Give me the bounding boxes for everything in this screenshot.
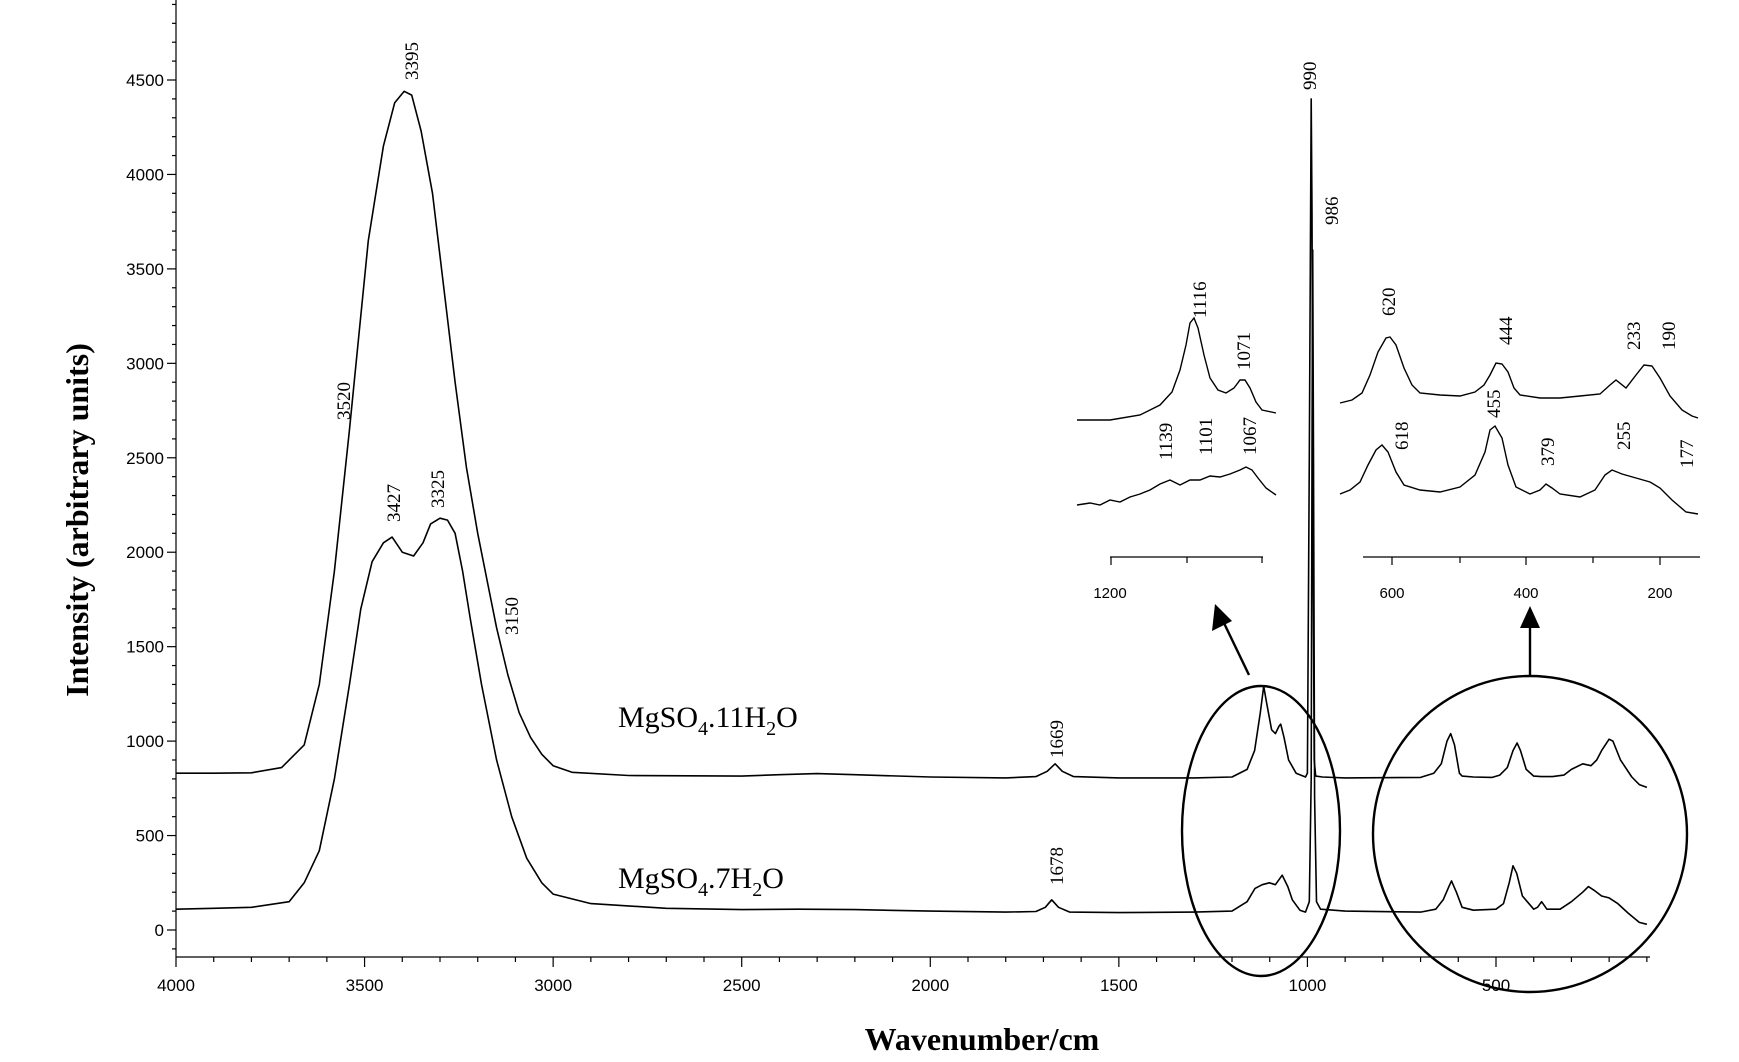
inset-peak-379: 379	[1538, 438, 1559, 467]
inset-right-upper-trace	[1339, 336, 1699, 419]
inset-peak-455: 455	[1484, 390, 1505, 419]
inset-peak-177: 177	[1677, 440, 1698, 469]
inset-left-lower-trace	[1076, 466, 1277, 506]
highlight-ellipse-right	[1371, 674, 1689, 994]
inset-peak-190: 190	[1659, 322, 1680, 351]
inset-peak-1067: 1067	[1240, 417, 1261, 455]
inset-right-tick-label-200: 200	[1647, 585, 1672, 602]
peak-label-986: 986	[1322, 197, 1343, 226]
peak-label-1669: 1669	[1047, 720, 1068, 758]
inset-left-tick-label-1200: 1200	[1093, 585, 1126, 602]
peak-labels: 3395 3520 3427 3325 3150 1669 1678 990 9…	[334, 42, 1343, 885]
y-tick-label-3000: 3000	[126, 354, 164, 373]
y-tick-label-1000: 1000	[126, 732, 164, 751]
x-tick-label-1500: 1500	[1100, 976, 1138, 995]
series-label-7h2o: MgSO4.7H2O	[618, 862, 784, 901]
inset-left: 1200 1116 1071 1139 1101 1067	[1076, 281, 1277, 602]
inset-right: 600 400 200 620 444 233 190 618 455 379 …	[1339, 288, 1700, 602]
inset-peak-1101: 1101	[1196, 418, 1217, 455]
y-tick-label-2000: 2000	[126, 543, 164, 562]
inset-peak-1139: 1139	[1156, 423, 1177, 460]
peak-label-3520: 3520	[334, 382, 355, 420]
y-axis-ticks: 0 500 1000 1500 2000 2500 3000 3500 4000 4500	[126, 3, 176, 950]
peak-label-3150: 3150	[502, 597, 523, 635]
highlight-ellipse-left	[1180, 684, 1342, 978]
x-tick-label-3000: 3000	[534, 976, 572, 995]
y-axis: 0 500 1000 1500 2000 2500 3000 3500 4000 4500	[126, 0, 177, 957]
inset-left-upper-trace	[1077, 316, 1277, 421]
arrow-right-head	[1520, 606, 1540, 628]
x-axis-title: Wavenumber/cm	[865, 1021, 1100, 1057]
x-tick-label-1000: 1000	[1289, 976, 1327, 995]
arrow-left-head	[1212, 604, 1232, 631]
inset-right-tick-label-400: 400	[1513, 585, 1538, 602]
series-line-mgso4-7h2o	[175, 249, 1648, 926]
x-tick-label-4000: 4000	[157, 976, 195, 995]
peak-label-3325: 3325	[428, 470, 449, 508]
y-tick-label-2500: 2500	[126, 449, 164, 468]
arrow-left-shaft	[1221, 620, 1251, 676]
peak-label-990: 990	[1300, 62, 1321, 91]
series-line-mgso4-11h2o	[176, 90, 1648, 789]
spectrum-traces	[175, 90, 1648, 926]
inset-peak-1116: 1116	[1190, 281, 1211, 318]
peak-label-1678: 1678	[1047, 847, 1068, 885]
inset-right-tick-label-600: 600	[1379, 585, 1404, 602]
y-tick-label-3500: 3500	[126, 260, 164, 279]
y-axis-title: Intensity (arbitrary units)	[59, 343, 95, 697]
x-tick-label-3500: 3500	[346, 976, 384, 995]
peak-label-3427: 3427	[384, 484, 405, 522]
x-tick-label-2000: 2000	[911, 976, 949, 995]
y-tick-label-1500: 1500	[126, 638, 164, 657]
inset-peak-255: 255	[1614, 422, 1635, 451]
peak-label-3395: 3395	[402, 42, 423, 80]
inset-peak-618: 618	[1392, 422, 1413, 451]
inset-right-lower-trace	[1339, 424, 1699, 515]
inset-peak-444: 444	[1496, 316, 1517, 345]
y-tick-label-500: 500	[136, 827, 164, 846]
y-tick-label-4000: 4000	[126, 165, 164, 184]
y-tick-label-4500: 4500	[126, 71, 164, 90]
y-tick-label-0: 0	[155, 921, 164, 940]
x-tick-label-2500: 2500	[723, 976, 761, 995]
x-axis-ticks: 4000 3500 3000 2500 2000 1500 1000 500	[157, 957, 1648, 995]
inset-peak-1071: 1071	[1234, 332, 1255, 370]
inset-peak-233: 233	[1624, 322, 1645, 351]
x-axis: 4000 3500 3000 2500 2000 1500 1000 500	[157, 956, 1650, 995]
inset-peak-620: 620	[1379, 288, 1400, 317]
series-label-11h2o: MgSO4.11H2O	[618, 701, 798, 740]
